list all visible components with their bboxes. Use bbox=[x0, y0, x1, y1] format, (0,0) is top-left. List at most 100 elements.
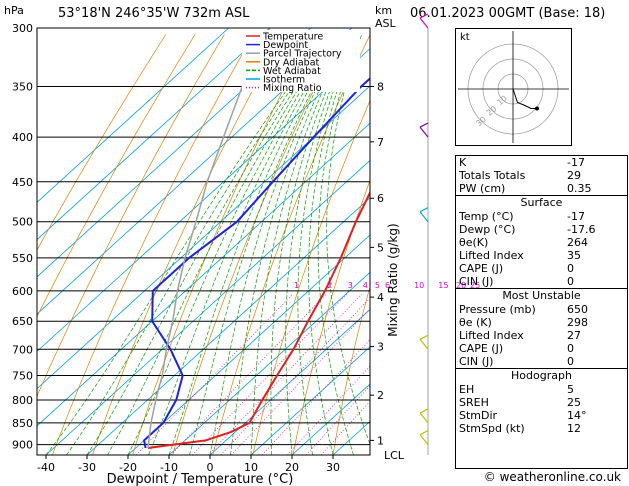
dry-adiabat-line bbox=[212, 34, 370, 455]
mixing-ratio-line bbox=[170, 293, 327, 455]
legend-entry: Temperature bbox=[262, 32, 323, 43]
index-row: CIN (J) 0 bbox=[456, 275, 627, 288]
index-value: 5 bbox=[567, 383, 574, 396]
mixing-ratio-label: 5 bbox=[375, 281, 380, 290]
pressure-tick-label: 900 bbox=[12, 439, 33, 452]
index-label: Lifted Index bbox=[459, 249, 524, 262]
index-label: CIN (J) bbox=[459, 275, 494, 288]
legend-entry: Dry Adiabat bbox=[263, 57, 320, 68]
index-row: K -17 bbox=[456, 156, 627, 169]
isotherm-line bbox=[209, 309, 370, 455]
temperature-tick-label: 0 bbox=[207, 461, 214, 474]
index-label: θe(K) bbox=[459, 236, 489, 249]
index-label: CIN (J) bbox=[459, 355, 494, 368]
wind-barb-flag bbox=[419, 408, 429, 414]
km-tick-label: 6 bbox=[377, 192, 384, 205]
index-value: 14° bbox=[567, 409, 587, 422]
pressure-tick-label: 800 bbox=[12, 394, 33, 407]
km-units-label: km bbox=[375, 4, 392, 17]
mixing-ratio-label: 25 bbox=[470, 281, 480, 290]
index-label: PW (cm) bbox=[459, 182, 506, 195]
mixing-ratio-line bbox=[305, 385, 370, 455]
pressure-tick-label: 550 bbox=[12, 252, 33, 265]
wet-adiabat-line bbox=[308, 34, 358, 455]
km-tick-label: 2 bbox=[377, 389, 384, 402]
dry-adiabat-line bbox=[132, 34, 313, 455]
pressure-tick-label: 400 bbox=[12, 131, 33, 144]
hodograph-unit: kt bbox=[460, 32, 470, 43]
pressure-tick-label: 300 bbox=[12, 22, 33, 35]
km-tick-label: 1 bbox=[377, 434, 384, 447]
lcl-label: LCL bbox=[384, 449, 405, 462]
wet-adiabat-line bbox=[45, 34, 327, 455]
isotherm-line bbox=[37, 28, 270, 241]
mixing-ratio-label: 1 bbox=[294, 281, 299, 290]
wind-barb-flag bbox=[419, 207, 429, 213]
hodograph-trace bbox=[512, 88, 537, 109]
isotherm-line bbox=[37, 28, 352, 315]
pressure-tick-label: 850 bbox=[12, 417, 33, 430]
dry-adiabat-line bbox=[252, 99, 370, 455]
wet-adiabat-line bbox=[297, 34, 356, 455]
index-row: CAPE (J) 0 bbox=[456, 342, 627, 355]
wind-barb-flag bbox=[419, 430, 429, 436]
index-value: 0 bbox=[567, 262, 574, 275]
temperature-tick-label: -20 bbox=[119, 461, 137, 474]
mixing-ratio-label: 4 bbox=[363, 281, 368, 290]
index-value: 35 bbox=[567, 249, 581, 262]
dry-adiabat-line bbox=[37, 34, 196, 318]
km-tick-label: 7 bbox=[377, 136, 384, 149]
index-row: Lifted Index 27 bbox=[456, 329, 627, 342]
mixing-ratio-line bbox=[261, 339, 370, 455]
temperature-tick-label: 30 bbox=[326, 461, 340, 474]
hpa-units-label: hPa bbox=[4, 4, 24, 17]
index-value: -17 bbox=[567, 210, 585, 223]
index-label: SREH bbox=[459, 396, 489, 409]
km-tick-label: 4 bbox=[377, 291, 384, 304]
hodograph-ring-label: 20 bbox=[485, 104, 499, 117]
isotherm-line bbox=[37, 28, 229, 203]
legend-background bbox=[242, 30, 360, 92]
index-row: PW (cm) 0.35 bbox=[456, 182, 627, 195]
mixing-ratio-label: 15 bbox=[438, 281, 448, 290]
mixing-ratio-line bbox=[220, 297, 370, 455]
surface-title: Surface bbox=[456, 195, 627, 210]
index-value: -17.6 bbox=[567, 223, 596, 236]
index-label: K bbox=[459, 156, 467, 169]
index-label: Lifted Index bbox=[459, 329, 524, 342]
index-row: CIN (J) 0 bbox=[456, 355, 627, 368]
dewpoint-line bbox=[143, 77, 370, 449]
wet-adiabat-line bbox=[317, 34, 360, 455]
wet-adiabat-line bbox=[127, 34, 336, 455]
wind-barb bbox=[419, 17, 429, 29]
km-tick-label: 3 bbox=[377, 341, 384, 354]
wet-adiabat-line bbox=[285, 34, 354, 455]
index-value: 264 bbox=[567, 236, 588, 249]
wet-adiabat-line bbox=[168, 34, 341, 455]
index-row: EH 5 bbox=[456, 383, 627, 396]
wind-barb-flag bbox=[419, 13, 429, 19]
pressure-tick-label: 600 bbox=[12, 285, 33, 298]
pressure-tick-label: 500 bbox=[12, 216, 33, 229]
temperature-tick-label: 20 bbox=[285, 461, 299, 474]
wet-adiabat-line bbox=[189, 34, 343, 455]
pressure-tick-label: 750 bbox=[12, 369, 33, 382]
isotherm-line bbox=[250, 346, 370, 455]
index-row: StmSpd (kt) 12 bbox=[456, 422, 627, 435]
legend-entry: Parcel Trajectory bbox=[263, 49, 342, 60]
wind-barb bbox=[419, 338, 429, 350]
temperature-tick-label: 10 bbox=[244, 461, 258, 474]
index-label: Totals Totals bbox=[459, 169, 526, 182]
copyright-footer: © weatheronline.co.uk bbox=[483, 470, 621, 484]
wet-adiabat-line bbox=[86, 34, 332, 455]
index-value: 27 bbox=[567, 329, 581, 342]
wind-barb bbox=[419, 412, 429, 424]
hodograph-panel: kt 10 20 30 bbox=[455, 28, 572, 146]
mixing-ratio-label: 6 bbox=[385, 281, 390, 290]
plot-frame bbox=[36, 27, 371, 456]
wind-barb bbox=[419, 434, 429, 445]
wet-adiabat-line bbox=[148, 34, 338, 455]
index-value: 29 bbox=[567, 169, 581, 182]
isotherm-line bbox=[37, 85, 370, 390]
